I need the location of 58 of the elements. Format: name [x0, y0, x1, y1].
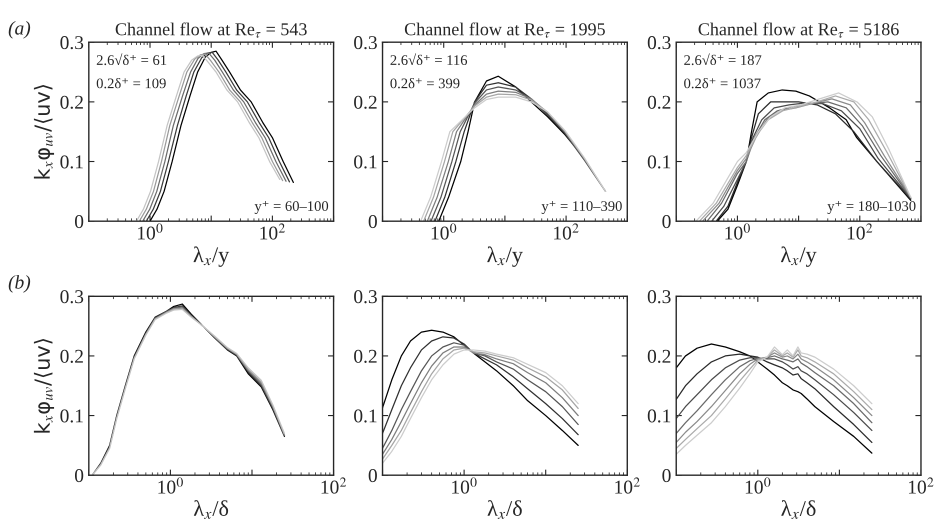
y-tick-label: 0.1 [648, 155, 670, 169]
x-axis-title: λ$_{x}$/δ [194, 500, 228, 519]
annotation: 2.6√δ⁺ = 187 [684, 53, 762, 66]
chart-title: Channel flow at Re$_{τ}$ = 543 [116, 22, 307, 38]
annotation: 0.2δ⁺ = 109 [96, 78, 166, 88]
annotation: y⁺ = 180–1030 [827, 200, 916, 214]
y-tick-label: 0.3 [60, 290, 84, 304]
annotation: 0.2δ⁺ = 399 [390, 78, 460, 88]
x-tick-label: 10$^{2}$ [260, 223, 285, 240]
y-tick-label: 0.1 [354, 155, 376, 169]
x-tick-label: 10$^{0}$ [158, 477, 183, 494]
text: (a) [8, 21, 30, 39]
y-tick-label: 0.1 [648, 409, 670, 423]
y-tick-label: 0.2 [60, 96, 83, 109]
y-tick-label: 0 [368, 469, 377, 482]
x-axis-title: λ$_{x}$/y [194, 246, 230, 267]
y-tick-label: 0.3 [648, 36, 671, 50]
text: (b) [8, 275, 30, 293]
y-tick-label: 0.3 [354, 36, 377, 50]
annotation: 2.6√δ⁺ = 61 [96, 53, 166, 66]
y-tick-label: 0 [662, 469, 671, 482]
y-tick-label: 0.3 [354, 290, 377, 304]
y-tick-label: 0.3 [648, 290, 671, 304]
y-tick-label: 0.2 [354, 350, 377, 363]
annotation: 2.6√δ⁺ = 116 [390, 53, 468, 66]
x-tick-label: 10$^{0}$ [138, 223, 163, 240]
x-axis-title: λ$_{x}$/y [487, 246, 523, 267]
x-axis-title: λ$_{x}$/y [780, 246, 817, 267]
x-axis-title: λ$_{x}$/δ [781, 500, 816, 519]
y-tick-label: 0.2 [354, 96, 377, 109]
y-tick-label: 0.2 [648, 96, 670, 109]
y-tick-label: 0.2 [648, 350, 670, 363]
y-tick-label: 0 [368, 214, 377, 228]
y-tick-label: 0.3 [60, 36, 84, 50]
chart-title: Channel flow at Re$_{τ}$ = 5186 [698, 22, 899, 38]
x-tick-label: 10$^{2}$ [908, 477, 934, 494]
y-axis-title: k$_{x}$φ$_{uv}$/⟨uv⟩ [34, 339, 54, 433]
x-tick-label: 10$^{0}$ [432, 223, 456, 240]
y-axis-title: k$_{x}$φ$_{uv}$/⟨uv⟩ [34, 84, 54, 179]
annotation: y⁺ = 60–100 [254, 200, 328, 214]
y-tick-label: 0.1 [60, 409, 83, 423]
x-tick-label: 10$^{0}$ [725, 223, 750, 240]
y-tick-label: 0 [74, 214, 84, 228]
x-tick-label: 10$^{2}$ [615, 477, 640, 494]
annotation: 0.2δ⁺ = 1037 [684, 78, 761, 88]
y-tick-label: 0.2 [60, 350, 83, 363]
x-tick-label: 10$^{2}$ [554, 223, 579, 240]
y-tick-label: 0 [74, 469, 84, 482]
y-tick-label: 0 [662, 214, 671, 228]
x-tick-label: 10$^{2}$ [848, 223, 872, 240]
y-tick-label: 0.1 [354, 409, 376, 423]
y-tick-label: 0.1 [60, 155, 83, 169]
x-tick-label: 10$^{2}$ [322, 477, 346, 494]
chart-title: Channel flow at Re$_{τ}$ = 1995 [404, 22, 605, 38]
x-tick-label: 10$^{0}$ [452, 477, 477, 494]
x-tick-label: 10$^{0}$ [746, 477, 770, 494]
x-axis-title: λ$_{x}$/δ [488, 500, 522, 519]
annotation: y⁺ = 110–390 [542, 200, 622, 214]
